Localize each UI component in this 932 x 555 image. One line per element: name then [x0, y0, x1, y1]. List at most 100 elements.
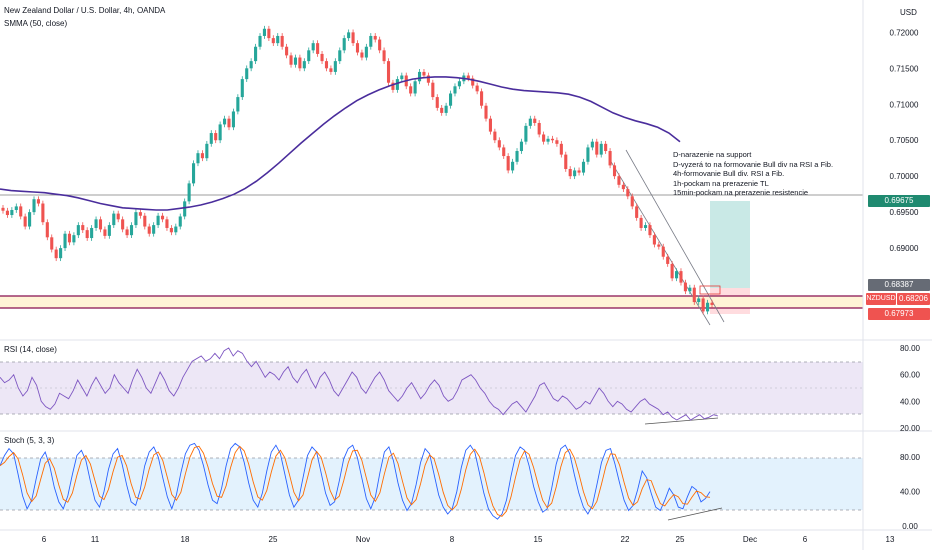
stoch-divergence-line: [667, 507, 723, 521]
candle-body: [125, 229, 129, 236]
candle-body: [218, 124, 222, 141]
candle-body: [577, 170, 581, 173]
stoch-d-line: [0, 445, 711, 517]
candle-body: [160, 215, 165, 220]
candle-body: [254, 46, 258, 62]
candle-body: [90, 227, 94, 239]
candle-body: [236, 97, 240, 112]
candle-body: [10, 209, 14, 216]
rsi-tick-label: 40.00: [900, 397, 921, 406]
price-tick-group: 0.72000 0.71500 0.71000 0.70500 0.70000 0.695…: [890, 28, 919, 289]
rsi-tick-label: 80.00: [900, 344, 921, 353]
candle-body: [697, 298, 701, 303]
price-tick-label: 0.70000: [890, 172, 919, 181]
candle-body: [298, 57, 302, 69]
candle-body: [200, 153, 204, 159]
candle-body: [307, 50, 311, 62]
candle-body: [320, 53, 324, 62]
candle-body: [497, 140, 501, 148]
rsi-title[interactable]: RSI (14, close): [4, 345, 57, 354]
candle-body: [475, 85, 479, 92]
candle-body: [342, 38, 346, 51]
candle-body: [271, 38, 275, 44]
candle-body: [152, 225, 156, 234]
candle-body: [706, 302, 710, 312]
candle-body: [595, 141, 599, 155]
smma-line: [0, 76, 681, 211]
chart-symbol-title[interactable]: New Zealand Dollar / U.S. Dollar, 4h, OA…: [4, 6, 166, 15]
candle-body: [666, 256, 670, 264]
candle-body: [449, 93, 453, 106]
time-tick-label: 6: [42, 535, 47, 544]
candle-body: [524, 125, 528, 142]
candle-body: [506, 156, 510, 171]
candle-body: [488, 118, 492, 132]
candle-body: [94, 219, 98, 228]
stoch-tick-label: 0.00: [902, 522, 918, 531]
candle-body: [311, 43, 315, 51]
candle-body: [187, 183, 191, 202]
support-zone: [0, 296, 863, 308]
candle-body: [661, 246, 665, 257]
candle-body: [471, 78, 475, 86]
stoch-tick-label: 40.00: [900, 488, 921, 497]
candle-body: [546, 138, 550, 142]
currency-label[interactable]: USD: [900, 8, 917, 17]
candle-body: [533, 118, 537, 123]
indicator-legend[interactable]: SMMA (50, close): [4, 19, 68, 28]
candle-body: [103, 229, 107, 236]
time-tick-label: Dec: [743, 535, 757, 544]
candle-body: [674, 271, 679, 279]
candle-body: [444, 105, 448, 113]
trendline-upper: [625, 149, 725, 323]
candle-body: [440, 107, 444, 113]
candle-body: [373, 35, 377, 40]
candle-body: [630, 196, 634, 207]
candle-body: [426, 75, 430, 83]
candle-body: [138, 212, 142, 216]
candle-body: [54, 249, 58, 259]
candle-body: [302, 61, 306, 69]
candle-body: [72, 235, 76, 243]
price-tag-stop: 0.67973: [868, 308, 930, 320]
candle-body: [50, 237, 54, 250]
candle-body: [555, 140, 559, 144]
candle-body: [550, 138, 555, 141]
candle-body: [107, 225, 111, 236]
candle-body: [608, 151, 612, 166]
candle-body: [5, 210, 9, 216]
candles-group: [1, 25, 714, 315]
candle-body: [23, 216, 27, 227]
candle-body: [19, 206, 23, 217]
candle-body: [670, 263, 674, 279]
candle-body: [542, 134, 546, 142]
candle-body: [409, 86, 413, 94]
time-tick-label: 25: [676, 535, 685, 544]
candle-body: [116, 213, 120, 220]
candle-body: [240, 79, 244, 98]
stoch-tick-label: 80.00: [900, 453, 921, 462]
candle-body: [568, 169, 572, 177]
time-tick-label: 11: [91, 535, 100, 544]
price-tag-entry: 0.68387: [868, 279, 930, 291]
time-tick-label: 25: [269, 535, 278, 544]
candle-body: [648, 225, 652, 236]
candle-body: [147, 226, 151, 234]
candle-body: [378, 39, 382, 51]
candle-body: [112, 213, 116, 226]
candle-body: [316, 43, 320, 54]
candle-body: [338, 50, 342, 62]
candle-body: [395, 79, 399, 90]
stoch-title[interactable]: Stoch (5, 3, 3): [4, 436, 55, 445]
candle-body: [329, 68, 333, 72]
price-tick-label: 0.71500: [890, 64, 919, 73]
candle-body: [191, 163, 196, 184]
candle-body: [324, 61, 329, 69]
candle-body: [231, 111, 235, 128]
candle-body: [63, 233, 67, 249]
candle-body: [258, 35, 262, 47]
candle-body: [364, 46, 368, 58]
candle-body: [657, 244, 661, 247]
